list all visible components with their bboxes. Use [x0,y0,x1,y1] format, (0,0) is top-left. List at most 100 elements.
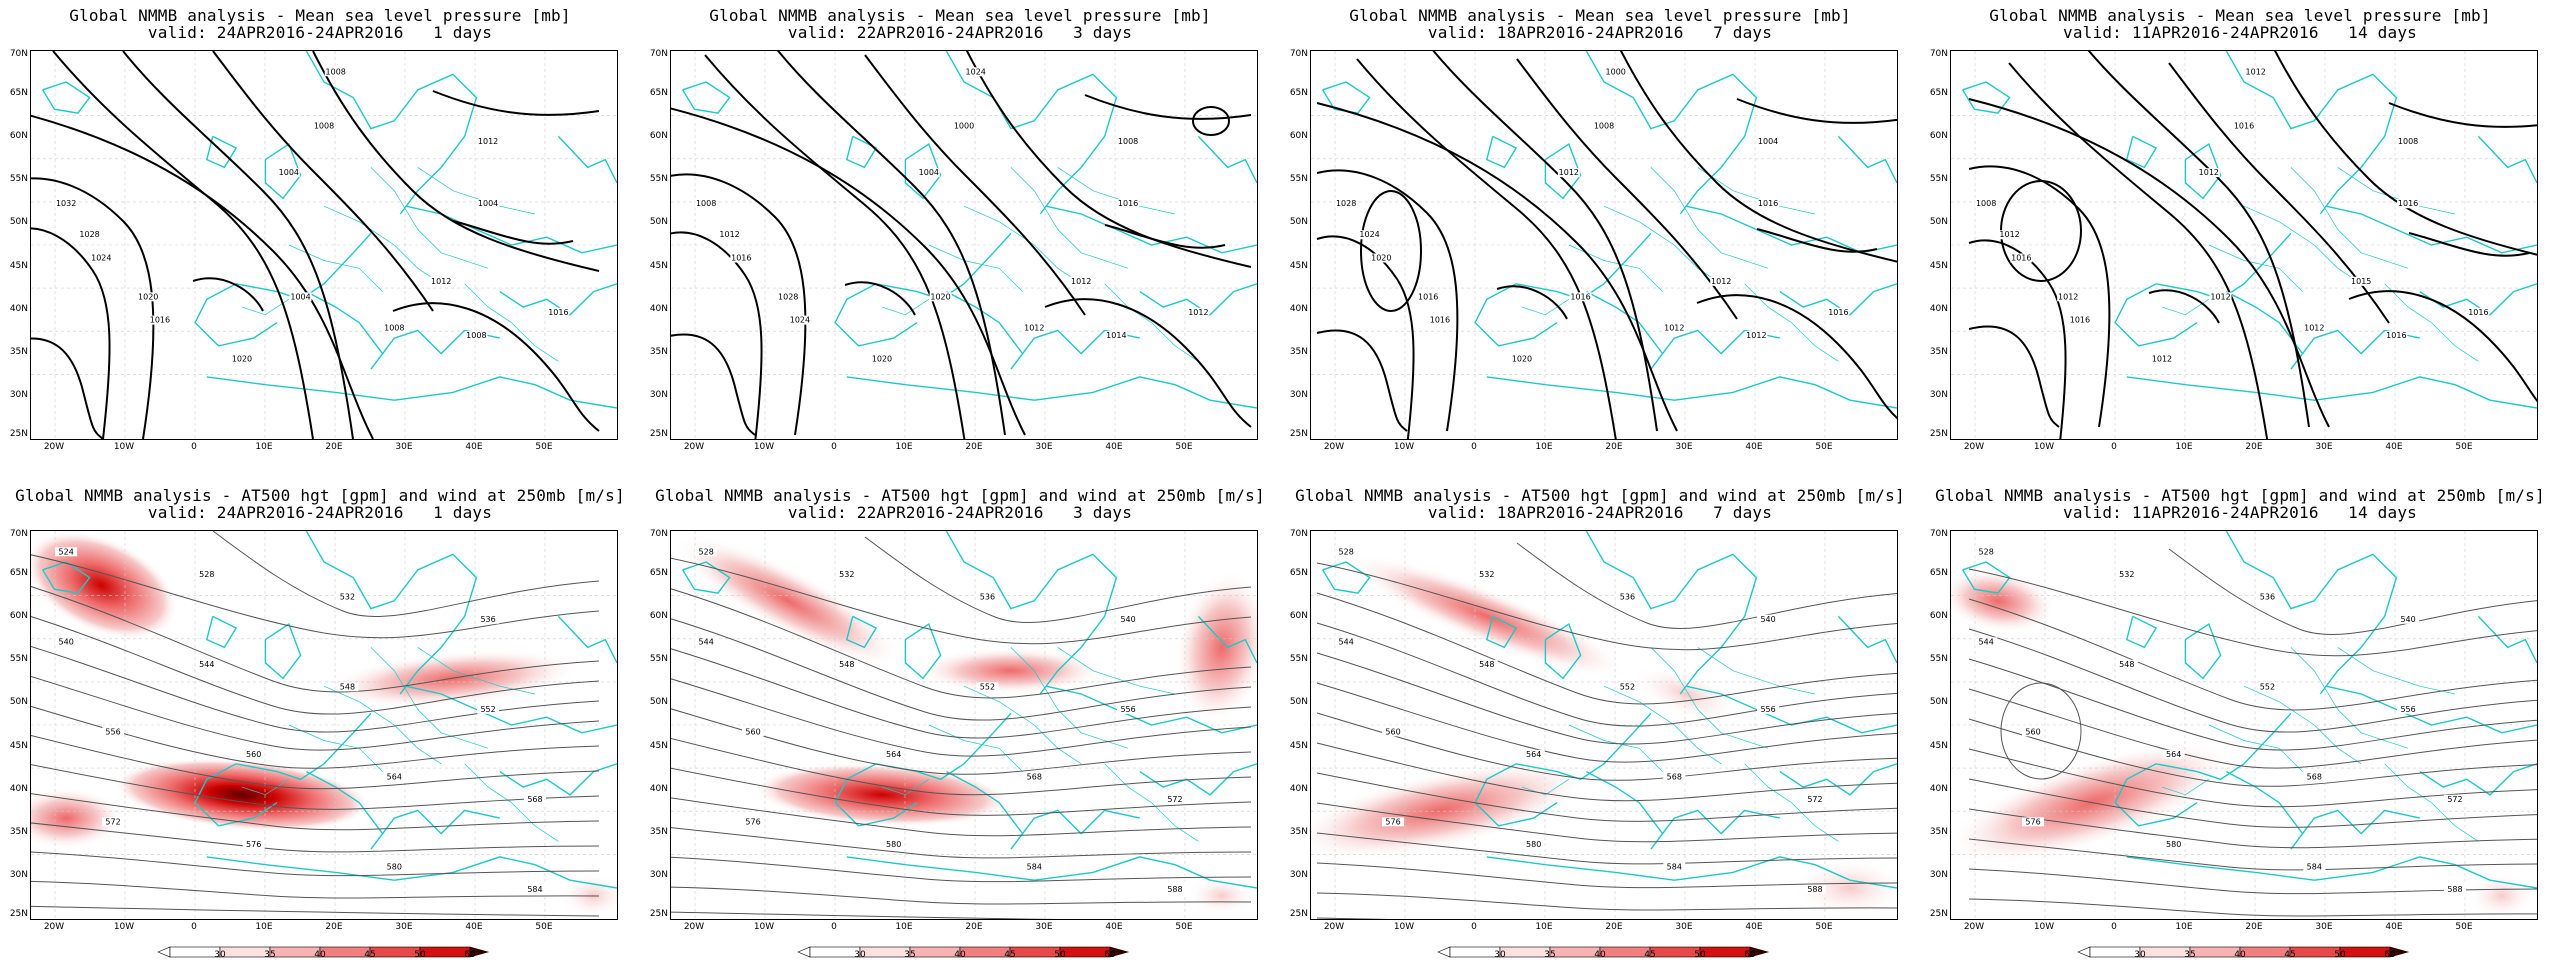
panel-title: Global NMMB analysis - AT500 hgt [gpm] a… [1935,486,2545,505]
contour-label-bg [55,637,78,647]
coastline [1586,770,1780,850]
contour-label: 576 [745,817,760,826]
contour-label-bg [730,253,753,263]
contour-label: 580 [1526,840,1541,849]
latitude-tick-label: 60N [9,131,28,142]
contour-label-bg [336,592,359,602]
cutoff-low-contour [2000,682,2082,780]
contour-label: 1012 [1664,323,1684,332]
isobar [671,173,807,436]
wind-speed-shading [1791,856,1897,919]
wind-speed-shading [113,758,371,832]
contour-label-bg [917,168,940,178]
longitude-tick-label: 30E [1035,922,1053,932]
contour-label-bg [1757,137,1780,147]
coastline [2126,856,2537,889]
latitude-tick-label: 45N [1289,260,1308,271]
map-panel-mslp-3: Global NMMB analysis - Mean sea level pr… [640,0,1280,480]
country-border [1057,647,1176,695]
contour-label-bg [1593,121,1615,131]
contour-label: 1024 [91,254,111,263]
colorbar-low-arrow [1437,946,1451,958]
isobar [2148,289,2220,324]
longitude-tick-label: 10E [2175,922,2193,932]
longitude-tick-label: 50E [2455,442,2473,452]
contour-label: 568 [2307,772,2322,781]
height-contour [864,536,1252,623]
latitude-tick-label: 35N [1929,826,1948,837]
contour-label-bg [2010,253,2033,263]
coastline [2114,232,2292,347]
contour-label-bg [383,862,406,872]
coastline [499,283,617,316]
wind-speed-shading [2466,872,2537,919]
isobar [2168,62,2390,324]
longitude-tick-label: 50E [1175,442,1193,452]
latitude-tick-label: 55N [649,654,668,665]
colorbar-tick-label: 60 [1104,950,1116,960]
contour-label-bg [1663,862,1686,872]
contour-label-bg [2397,137,2420,147]
contour-label-bg [1475,569,1498,579]
height-contour [1968,598,2537,711]
latitude-tick-label: 50N [9,217,28,228]
country-border [1603,685,1722,765]
isobar [671,333,756,436]
contour-label-bg [777,292,800,302]
contour-label: 1008 [314,122,334,131]
contour-label: 1008 [326,67,346,76]
coastline [1779,763,1897,796]
latitude-tick-label: 25N [649,429,668,439]
map-panel-mslp-14: Global NMMB analysis - Mean sea level pr… [1920,0,2560,480]
contour-label-bg [1604,67,1627,77]
contour-label-bg [2397,199,2420,209]
coastline [2126,376,2537,409]
map-canvas: 1012 1008 1016 1012 1008 1012 1016 1012 1016 1012… [1951,51,2537,439]
wind-speed-shading [31,531,179,640]
contour-label-bg [195,569,218,579]
latitude-tick-label: 30N [1289,869,1308,880]
panel-valid-period: valid: 22APR2016-24APR2016 3 days [787,23,1133,42]
contour-label-bg [102,727,125,737]
coastline [2477,615,2537,664]
contour-label: 548 [2119,660,2134,669]
panel-valid-period: valid: 24APR2016-24APR2016 1 days [147,23,493,42]
contour-label: 544 [699,637,714,646]
isobar [1432,51,1658,432]
country-border [881,299,929,316]
contour-label-bg [1358,230,1381,240]
contour-label: 544 [199,660,214,669]
height-contour [1968,898,2537,917]
longitude-tick-label: 20W [1323,922,1345,932]
longitude-tick-label: 20W [1323,442,1345,452]
isobar [1968,239,2067,439]
longitude-tick-label: 30E [1675,442,1693,452]
contour-label-bg [2197,168,2220,178]
isobar [671,231,763,439]
isobar [1968,98,2330,428]
isobar [2348,290,2537,403]
latitude-tick-label: 70N [649,529,668,539]
contour-label: 1016 [1118,199,1138,208]
contour-label-bg [313,121,335,131]
longitude-tick-label: 50E [2455,922,2473,932]
map-panel-mslp-1: Global NMMB analysis - Mean sea level pr… [0,0,640,480]
longitude-tick-label: 20W [1963,922,1985,932]
contour-label-bg [2467,307,2490,317]
contour-label: 1016 [2468,308,2488,317]
pressure-center-contour [1192,106,1230,136]
longitude-tick-label: 10E [255,442,273,452]
contour-label-bg [695,637,718,647]
height-contour [1968,748,2537,808]
contour-label: 536 [1620,592,1635,601]
country-border [323,685,442,765]
latitude-tick-label: 45N [649,260,668,271]
panel-title: Global NMMB analysis - Mean sea level pr… [1349,6,1851,25]
map-panel-z500-14: Global NMMB analysis - AT500 hgt [gpm] a… [1920,480,2560,960]
wind-speed-shading [1173,570,1257,725]
height-contour [671,678,1252,757]
latitude-tick-label: 65N [649,88,668,99]
longitude-tick-label: 10W [113,922,135,932]
contour-label-bg [718,230,741,240]
height-contour [31,851,600,877]
